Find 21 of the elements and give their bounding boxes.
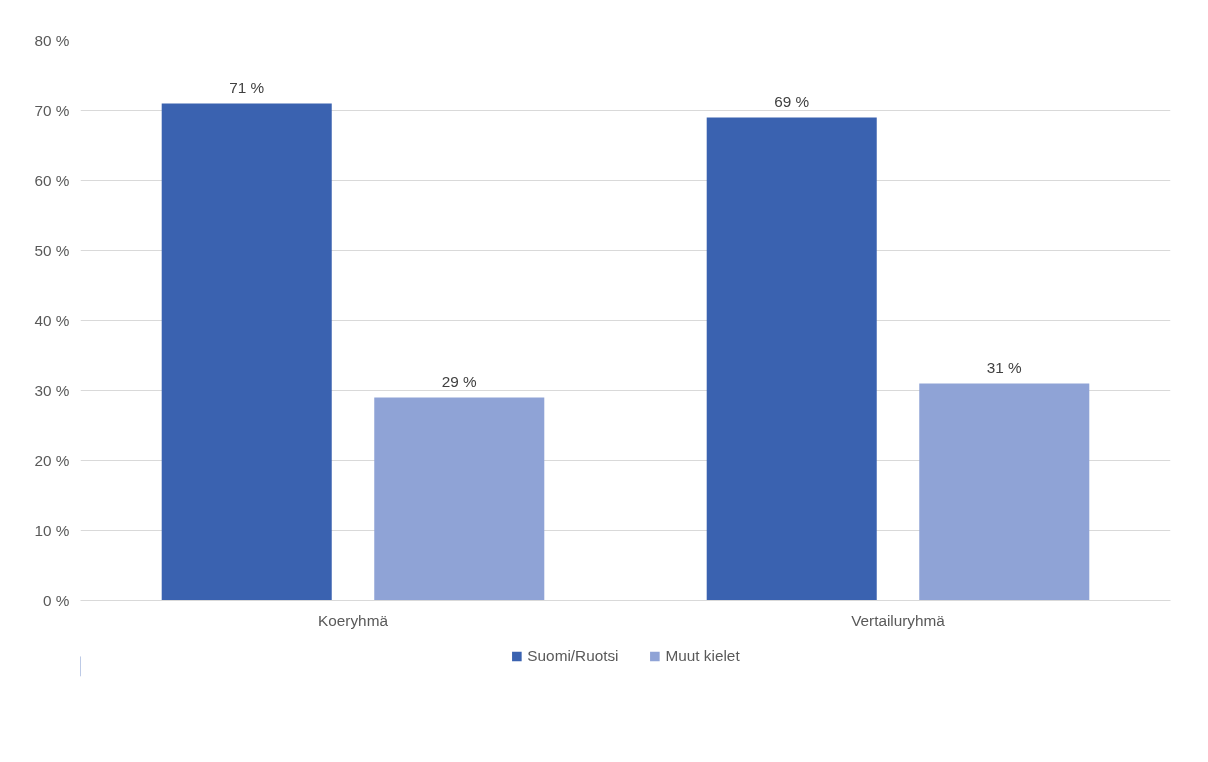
- bar: [706, 117, 877, 601]
- data-label: 31 %: [986, 358, 1023, 376]
- y-tick-label: 80 %: [34, 32, 70, 49]
- data-label: 69 %: [774, 92, 810, 110]
- y-tick-label: 30 %: [34, 382, 70, 399]
- bar: [161, 103, 332, 601]
- legend-label: Muut kielet: [665, 647, 740, 665]
- y-tick-label: 0 %: [43, 592, 70, 609]
- y-tick-label: 50 %: [34, 242, 70, 259]
- bar: [919, 383, 1090, 601]
- x-tick-label: Koeryhmä: [318, 611, 389, 629]
- y-tick-label: 10 %: [34, 522, 70, 539]
- y-tick-label: 70 %: [34, 102, 70, 119]
- bar: [374, 397, 545, 601]
- y-tick-label: 40 %: [34, 312, 70, 329]
- x-tick-label: Vertailuryhmä: [851, 611, 946, 629]
- y-tick-label: 20 %: [34, 452, 70, 469]
- data-label: 29 %: [441, 372, 478, 390]
- data-label: 71 %: [229, 78, 265, 96]
- y-tick-label: 60 %: [34, 172, 70, 189]
- legend-label: Suomi/Ruotsi: [527, 647, 619, 665]
